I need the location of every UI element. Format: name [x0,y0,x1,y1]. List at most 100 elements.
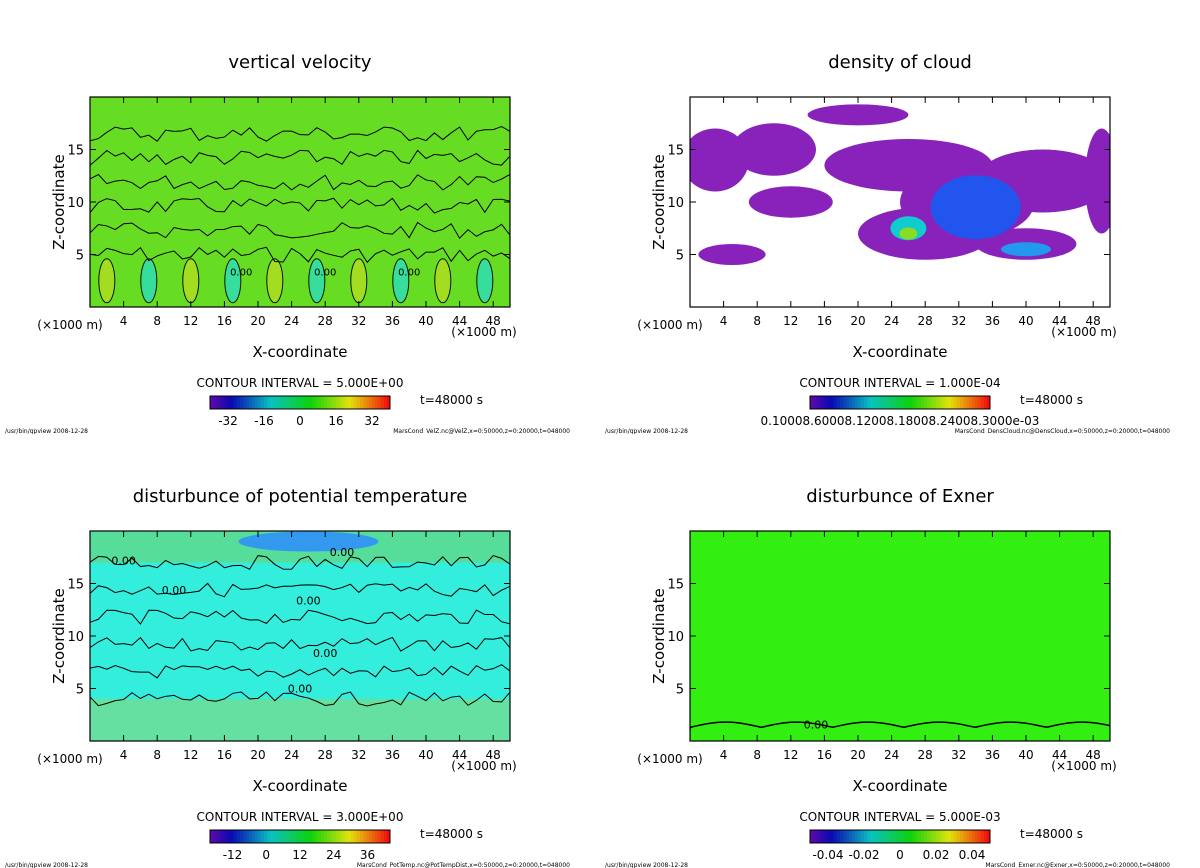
colorbar-segment [945,830,948,843]
x-unit-label: (×1000 m) [37,752,102,766]
contour-label: 0.00 [804,718,829,731]
colorbar-segment [903,396,906,409]
colorbar-segment [948,830,951,843]
colorbar-segment [810,396,813,409]
colorbar-segment [222,830,225,843]
colorbar-segment [264,396,267,409]
x-tick-label: 48 [1086,748,1101,762]
colorbar-segment [963,396,966,409]
colorbar-segment [363,396,366,409]
footer-right: MarsCond_Exner.nc@Exner,x=0:50000,z=0:20… [985,862,1170,868]
colorbar-segment [978,830,981,843]
colorbar-tick-label: -16 [254,414,274,428]
y-tick-label: 10 [667,196,684,211]
colorbar-segment [861,830,864,843]
contour-line [90,691,510,707]
colorbar-segment [918,396,921,409]
colorbar-segment [951,830,954,843]
colorbar-segment [330,830,333,843]
colorbar-segment [279,396,282,409]
colorbar-segment [213,830,216,843]
x-unit-label: (×1000 m) [1051,325,1116,339]
colorbar-segment [348,396,351,409]
x-tick-label: 4 [720,748,728,762]
colorbar-segment [873,830,876,843]
colorbar-segment [318,830,321,843]
colorbar-tick-label: 0.04 [959,848,986,862]
colorbar-segment [354,396,357,409]
colorbar-segment [831,396,834,409]
colorbar-segment [219,396,222,409]
x-tick-label: 44 [452,748,467,762]
x-tick-label: 12 [783,314,798,328]
colorbar-segment [381,830,384,843]
colorbar-segment [915,830,918,843]
colorbar-segment [813,830,816,843]
y-axis-label: Z-coordinate [50,154,68,249]
x-tick-label: 4 [720,314,728,328]
contour-cell [98,258,116,304]
cloud-dense-region [1001,242,1051,257]
contour-label: 0.00 [398,268,420,279]
colorbar-segment [846,396,849,409]
colorbar-segment [351,830,354,843]
contour-cell [266,258,284,304]
x-tick-label: 20 [850,314,865,328]
colorbar-segment [384,396,387,409]
colorbar-segment [834,830,837,843]
colorbar-segment [246,396,249,409]
colorbar-segment [894,830,897,843]
y-tick-label: 5 [76,683,84,698]
colorbar-segment [972,396,975,409]
x-axis-label: X-coordinate [853,343,948,361]
footer-left: /usr/bin/gpview 2008-12-28 [605,862,688,868]
colorbar-tick-label: 0.10008.60008.12008.18008.24008.3000e-03 [761,414,1040,428]
colorbar-segment [876,396,879,409]
colorbar-segment [840,396,843,409]
x-tick-label: 24 [884,748,899,762]
colorbar-segment [969,396,972,409]
x-tick-label: 48 [486,314,501,328]
colorbar-segment [981,830,984,843]
colorbar-segment [303,830,306,843]
x-tick-label: 28 [318,748,333,762]
colorbar-segment [957,830,960,843]
colorbar-segment [378,396,381,409]
colorbar-segment [315,396,318,409]
colorbar-segment [930,830,933,843]
colorbar-segment [318,396,321,409]
colorbar-segment [855,396,858,409]
panel-vertical-velocity: vertical velocity 0.00 0.00 0.00 4 8 12 16 20 24 2… [0,0,600,434]
colorbar-segment [366,396,369,409]
colorbar-segment [846,830,849,843]
colorbar-segment [939,830,942,843]
contour-line [90,149,510,166]
colorbar-segment [942,830,945,843]
colorbar-segment [897,830,900,843]
colorbar-segment [261,830,264,843]
colorbar-segment [879,396,882,409]
colorbar-segment [936,830,939,843]
contour-cell [350,258,368,304]
lower-band [90,699,510,741]
colorbar-segment [342,396,345,409]
colorbar-segment [333,396,336,409]
colorbar-segment [852,830,855,843]
colorbar-segment [831,830,834,843]
x-tick-label: 36 [385,748,400,762]
colorbar-segment [231,396,234,409]
contour-label: 0.00 [330,546,355,559]
x-tick-label: 32 [951,314,966,328]
chart-title: density of cloud [828,52,972,73]
colorbar-segment [864,830,867,843]
contour-line [90,664,510,679]
colorbar-segment [249,830,252,843]
colorbar-segment [966,396,969,409]
colorbar-frame [809,829,991,844]
y-axis-label: Z-coordinate [50,588,68,683]
colorbar-segment [237,396,240,409]
colorbar-segment [981,396,984,409]
chart-title: vertical velocity [228,52,372,73]
colorbar-segment [276,396,279,409]
